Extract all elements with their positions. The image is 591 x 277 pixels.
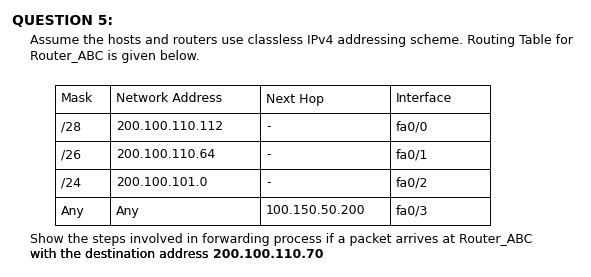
Text: Any: Any bbox=[61, 204, 85, 217]
Text: fa0/2: fa0/2 bbox=[396, 176, 428, 189]
Bar bbox=[390, 197, 490, 225]
Text: fa0/0: fa0/0 bbox=[396, 120, 428, 134]
Bar bbox=[260, 141, 390, 169]
Bar bbox=[260, 197, 390, 225]
Bar bbox=[390, 169, 490, 197]
Text: Next Hop: Next Hop bbox=[266, 93, 324, 106]
Bar bbox=[260, 113, 390, 141]
Bar bbox=[110, 85, 260, 113]
Bar bbox=[55, 141, 110, 169]
Bar bbox=[390, 85, 490, 113]
Text: /24: /24 bbox=[61, 176, 81, 189]
Text: Router_ABC is given below.: Router_ABC is given below. bbox=[30, 50, 200, 63]
Text: -: - bbox=[266, 120, 271, 134]
Bar bbox=[55, 169, 110, 197]
Text: Show the steps involved in forwarding process if a packet arrives at Router_ABC: Show the steps involved in forwarding pr… bbox=[30, 233, 532, 246]
Text: /28: /28 bbox=[61, 120, 81, 134]
Bar bbox=[55, 197, 110, 225]
Text: Any: Any bbox=[116, 204, 139, 217]
Text: QUESTION 5:: QUESTION 5: bbox=[12, 14, 113, 28]
Bar bbox=[110, 169, 260, 197]
Text: 200.100.110.70: 200.100.110.70 bbox=[213, 248, 323, 261]
Bar bbox=[390, 141, 490, 169]
Bar bbox=[110, 141, 260, 169]
Text: with the destination address: with the destination address bbox=[30, 248, 213, 261]
Bar bbox=[110, 197, 260, 225]
Text: fa0/1: fa0/1 bbox=[396, 148, 428, 161]
Text: fa0/3: fa0/3 bbox=[396, 204, 428, 217]
Bar bbox=[260, 169, 390, 197]
Text: -: - bbox=[266, 176, 271, 189]
Text: 100.150.50.200: 100.150.50.200 bbox=[266, 204, 366, 217]
Text: Mask: Mask bbox=[61, 93, 93, 106]
Text: 200.100.110.112: 200.100.110.112 bbox=[116, 120, 223, 134]
Bar bbox=[110, 113, 260, 141]
Text: Network Address: Network Address bbox=[116, 93, 222, 106]
Text: 200.100.101.0: 200.100.101.0 bbox=[116, 176, 207, 189]
Bar bbox=[55, 113, 110, 141]
Text: with the destination address: with the destination address bbox=[30, 248, 213, 261]
Text: /26: /26 bbox=[61, 148, 81, 161]
Bar bbox=[260, 85, 390, 113]
Text: -: - bbox=[266, 148, 271, 161]
Bar bbox=[390, 113, 490, 141]
Text: 200.100.110.64: 200.100.110.64 bbox=[116, 148, 215, 161]
Bar bbox=[55, 85, 110, 113]
Text: Assume the hosts and routers use classless IPv4 addressing scheme. Routing Table: Assume the hosts and routers use classle… bbox=[30, 34, 573, 47]
Text: Interface: Interface bbox=[396, 93, 452, 106]
